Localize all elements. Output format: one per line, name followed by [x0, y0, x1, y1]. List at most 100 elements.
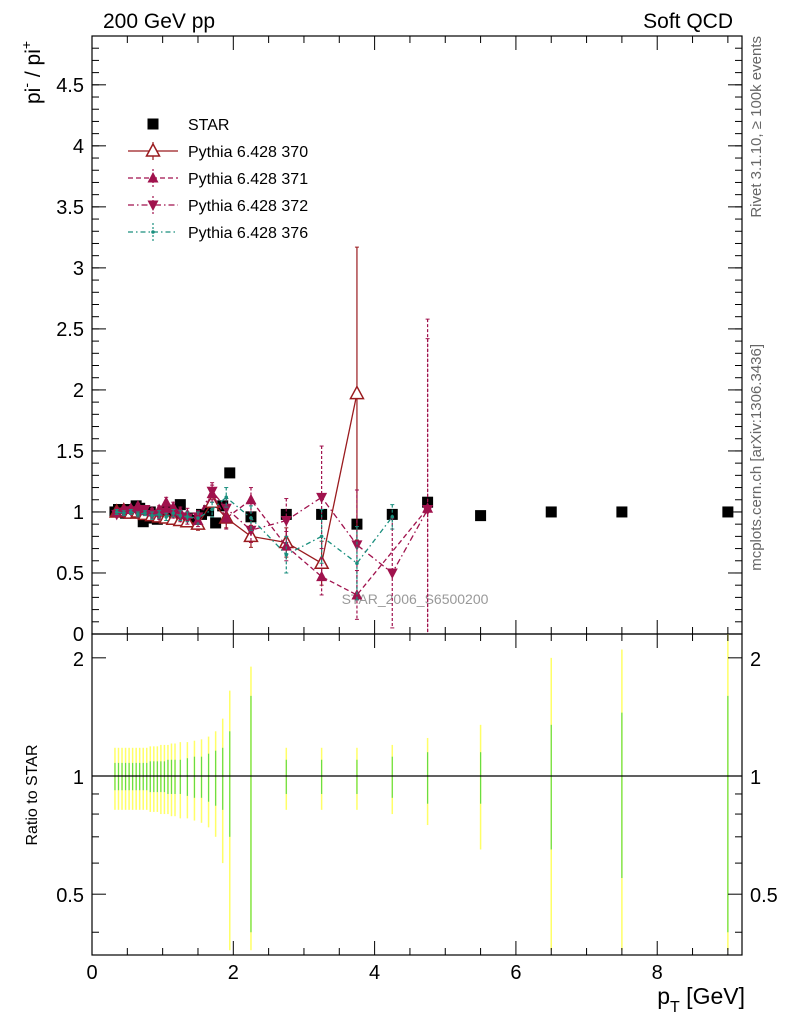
series-1	[108, 246, 365, 586]
data-point-dot	[121, 511, 126, 515]
data-point-square	[616, 506, 628, 518]
y-tick-label: 3	[73, 258, 84, 280]
main-panel: 0 0.5 1 1.5 2 2.5 3 3.5 4 4.5 STAR Pythia 6.428 370…	[56, 35, 743, 646]
legend-marker	[147, 118, 159, 130]
mcplots-label: mcplots.cern.ch [arXiv:1306.3436]	[748, 344, 765, 571]
y-tick-label: 2.5	[56, 319, 84, 341]
data-point-dot	[143, 511, 147, 515]
data-point-dot	[129, 510, 133, 514]
data-point-square	[422, 496, 434, 508]
ratio-y-tick-label-right: 2	[750, 649, 761, 671]
y-tick-label: 0	[73, 624, 84, 646]
x-label-base: p	[657, 983, 670, 1009]
data-point-triangle-down	[386, 568, 398, 579]
data-point-dot	[355, 561, 359, 566]
data-point-triangle-open	[349, 385, 365, 400]
legend-label: Pythia 6.428 371	[188, 171, 308, 188]
rivet-label: Rivet 3.1.10, ≥ 100k events	[748, 36, 765, 218]
y-tick-label: 2	[73, 380, 84, 402]
data-point-dot	[196, 516, 200, 520]
y-label-sep: /	[22, 65, 45, 83]
data-point-triangle-down	[351, 540, 363, 551]
ratio-bands	[114, 634, 729, 951]
y-tick-label: 3.5	[56, 197, 84, 219]
data-point-dot	[136, 512, 140, 517]
ratio-y-tick-label: 1	[73, 767, 84, 789]
x-label-sub: T	[670, 999, 680, 1016]
watermark: STAR_2006_S6500200	[342, 591, 489, 607]
y-tick-label: 4	[73, 136, 84, 158]
y-tick-label: 1.5	[56, 441, 84, 463]
data-point-dot	[114, 510, 119, 514]
data-point-triangle	[245, 493, 257, 505]
data-point-dot	[150, 513, 154, 518]
legend-marker	[151, 230, 155, 234]
data-point-dot	[210, 507, 214, 512]
data-point-dot	[284, 552, 289, 557]
data-point-triangle	[160, 496, 172, 507]
ratio-y-tick-label: 0.5	[56, 885, 84, 907]
legend-marker	[147, 172, 159, 183]
data-point-square	[174, 499, 186, 511]
x-tick-label: 0	[86, 962, 97, 984]
y-axis-label-ratio: Ratio to STAR	[24, 744, 41, 845]
legend-label: STAR	[188, 117, 229, 134]
data-point-square	[545, 506, 557, 518]
data-point-dot	[224, 495, 229, 500]
legend-label: Pythia 6.428 372	[188, 198, 308, 215]
x-tick-label: 4	[369, 962, 380, 984]
data-point-square	[722, 506, 734, 518]
ratio-y-tick-label-right: 1	[750, 767, 761, 789]
data-point-triangle-down	[245, 525, 257, 537]
legend-label: Pythia 6.428 370	[188, 144, 308, 161]
data-point-triangle-down	[316, 492, 328, 504]
ratio-frame	[91, 633, 743, 956]
data-point-triangle	[280, 540, 292, 551]
series-2	[111, 318, 434, 634]
x-tick-label: 6	[510, 962, 521, 984]
legend-marker	[145, 142, 161, 157]
data-point-square	[203, 505, 215, 517]
y-label-base-1: pi	[22, 88, 45, 104]
x-label-unit: [GeV]	[680, 983, 745, 1009]
series-4	[114, 487, 395, 601]
y-tick-label: 4.5	[56, 75, 84, 97]
y-label-base-2: pi	[22, 49, 45, 65]
data-point-square	[316, 508, 328, 520]
legend-label: Pythia 6.428 376	[188, 225, 308, 242]
ratio-panel: 0.5 0.5 1 1 2 2 0 2 4 6 8	[56, 633, 778, 984]
data-point-triangle-down	[206, 486, 218, 498]
ratio-y-tick-label-right: 0.5	[750, 885, 778, 907]
header-right: Soft QCD	[643, 10, 733, 33]
y-label-num-sup: -	[18, 83, 34, 88]
data-point-dot	[249, 516, 253, 520]
data-point-square	[386, 508, 398, 520]
main-plot-area	[108, 246, 734, 634]
ratio-y-tick-label: 2	[73, 649, 84, 671]
y-tick-label: 0.5	[56, 563, 84, 585]
data-point-dot	[157, 512, 161, 517]
legend-marker	[147, 200, 159, 211]
y-axis-label-main: pi- / pi+	[18, 41, 45, 104]
data-point-square	[475, 510, 487, 522]
data-point-square	[210, 517, 222, 529]
y-label-den-sup: +	[18, 41, 34, 49]
data-point-square	[188, 515, 200, 527]
data-point-triangle	[316, 570, 328, 582]
data-point-square	[137, 516, 149, 528]
data-point-dot	[178, 513, 183, 518]
data-point-triangle-down	[422, 505, 434, 516]
header-left: 200 GeV pp	[103, 10, 215, 33]
x-tick-label: 8	[652, 962, 663, 984]
legend: STAR Pythia 6.428 370 Pythia 6.428 371 Pyth…	[128, 117, 308, 242]
data-point-dot	[171, 511, 176, 515]
data-point-triangle-down	[280, 516, 292, 527]
data-point-dot	[390, 515, 395, 519]
data-point-triangle	[220, 512, 232, 523]
data-point-triangle-down	[220, 503, 232, 515]
data-point-dot	[319, 534, 324, 539]
x-axis-label: pT [GeV]	[657, 983, 745, 1016]
data-point-dot	[185, 515, 190, 519]
data-point-dot	[164, 515, 168, 519]
